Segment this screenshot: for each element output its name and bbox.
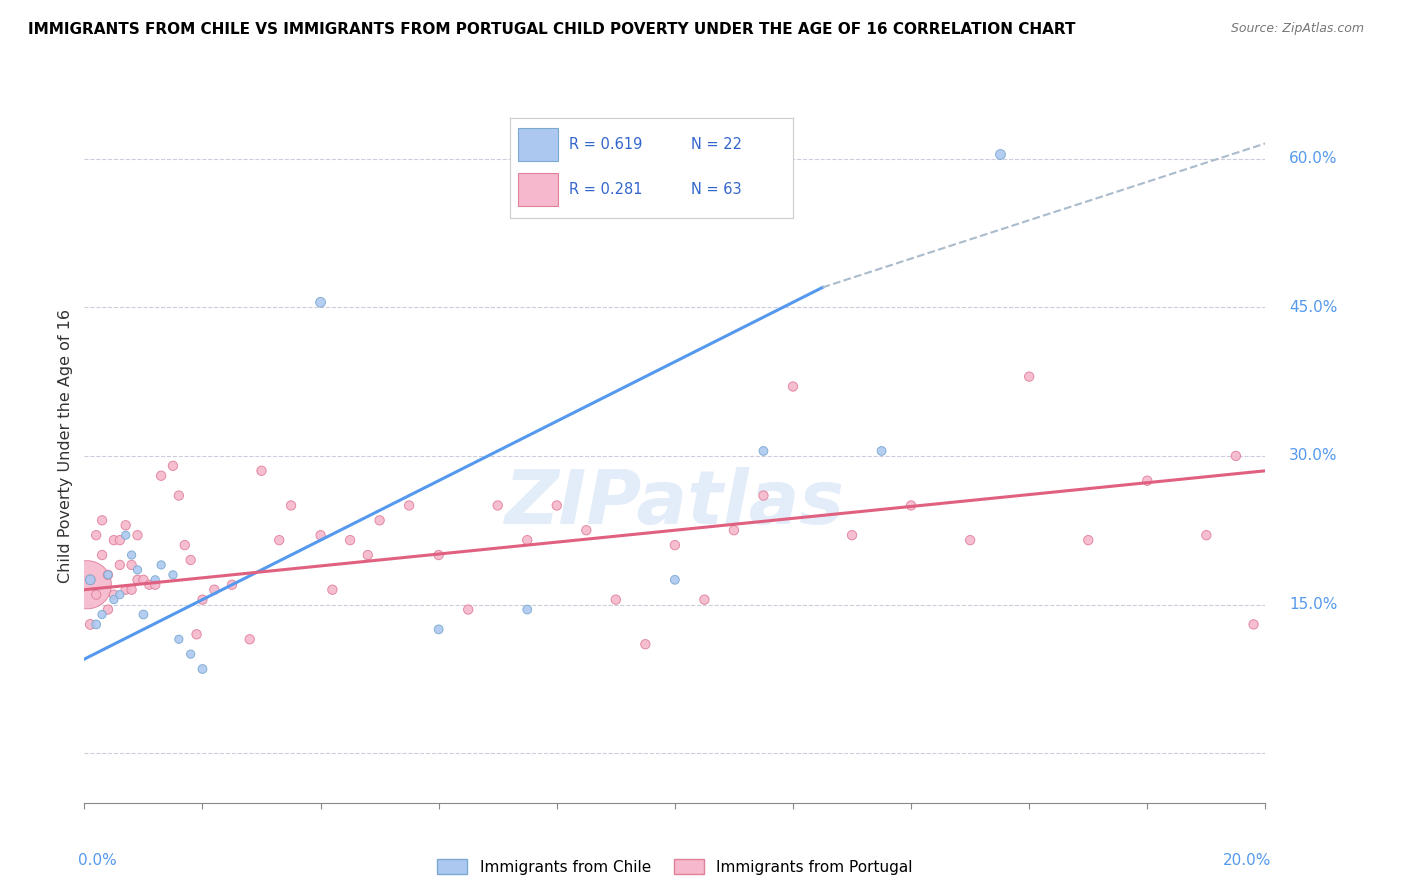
Point bbox=[427, 548, 450, 562]
Point bbox=[114, 582, 136, 597]
Point bbox=[143, 573, 166, 587]
Text: IMMIGRANTS FROM CHILE VS IMMIGRANTS FROM PORTUGAL CHILD POVERTY UNDER THE AGE OF: IMMIGRANTS FROM CHILE VS IMMIGRANTS FROM… bbox=[28, 22, 1076, 37]
Text: 30.0%: 30.0% bbox=[1289, 449, 1337, 464]
Point bbox=[103, 533, 125, 548]
Point bbox=[114, 528, 136, 542]
Point bbox=[150, 558, 173, 572]
Point bbox=[202, 582, 225, 597]
Point bbox=[143, 578, 166, 592]
Point bbox=[357, 548, 380, 562]
Point bbox=[103, 592, 125, 607]
Point bbox=[150, 468, 173, 483]
Point bbox=[79, 573, 101, 587]
Point bbox=[186, 627, 208, 641]
Point bbox=[191, 662, 214, 676]
Point bbox=[162, 567, 184, 582]
Point bbox=[121, 548, 143, 562]
Point bbox=[180, 553, 202, 567]
Point bbox=[91, 548, 114, 562]
Point bbox=[309, 295, 332, 310]
Point bbox=[841, 528, 863, 542]
Point bbox=[427, 623, 450, 637]
Point bbox=[250, 464, 273, 478]
Point bbox=[108, 558, 131, 572]
Point bbox=[664, 573, 686, 587]
Point bbox=[321, 582, 343, 597]
Point bbox=[138, 578, 160, 592]
Point bbox=[605, 592, 627, 607]
Point bbox=[752, 444, 775, 458]
Point bbox=[84, 617, 107, 632]
Point bbox=[368, 513, 391, 527]
Point bbox=[167, 632, 190, 647]
Text: 60.0%: 60.0% bbox=[1289, 151, 1337, 166]
Point bbox=[91, 607, 114, 622]
Point bbox=[79, 573, 101, 587]
Point bbox=[1243, 617, 1265, 632]
Point bbox=[1136, 474, 1159, 488]
Point bbox=[516, 602, 538, 616]
Point bbox=[1225, 449, 1247, 463]
Point bbox=[752, 489, 775, 503]
Point bbox=[457, 602, 479, 616]
Point bbox=[221, 578, 243, 592]
Text: Source: ZipAtlas.com: Source: ZipAtlas.com bbox=[1230, 22, 1364, 36]
Y-axis label: Child Poverty Under the Age of 16: Child Poverty Under the Age of 16 bbox=[58, 309, 73, 583]
Point bbox=[900, 499, 922, 513]
Point bbox=[575, 523, 598, 537]
Point bbox=[516, 533, 538, 548]
Text: 20.0%: 20.0% bbox=[1223, 853, 1271, 868]
Point bbox=[486, 499, 509, 513]
Point bbox=[723, 523, 745, 537]
Point bbox=[959, 533, 981, 548]
Point bbox=[84, 588, 107, 602]
Point bbox=[84, 528, 107, 542]
Point bbox=[127, 573, 149, 587]
Point bbox=[79, 617, 101, 632]
Point bbox=[280, 499, 302, 513]
Point bbox=[180, 647, 202, 661]
Point bbox=[1195, 528, 1218, 542]
Point bbox=[634, 637, 657, 651]
Text: 15.0%: 15.0% bbox=[1289, 597, 1337, 612]
Point bbox=[108, 533, 131, 548]
Point bbox=[309, 528, 332, 542]
Point bbox=[132, 607, 155, 622]
Point bbox=[121, 558, 143, 572]
Point bbox=[167, 489, 190, 503]
Point bbox=[239, 632, 262, 647]
Point bbox=[339, 533, 361, 548]
Point bbox=[162, 458, 184, 473]
Point bbox=[132, 573, 155, 587]
Point bbox=[1018, 369, 1040, 384]
Point bbox=[121, 582, 143, 597]
Point bbox=[127, 528, 149, 542]
Text: 45.0%: 45.0% bbox=[1289, 300, 1337, 315]
Point bbox=[782, 379, 804, 393]
Point bbox=[91, 513, 114, 527]
Point bbox=[546, 499, 568, 513]
Point bbox=[108, 588, 131, 602]
Point bbox=[1077, 533, 1099, 548]
Point bbox=[76, 578, 98, 592]
Text: 0.0%: 0.0% bbox=[79, 853, 117, 868]
Legend: Immigrants from Chile, Immigrants from Portugal: Immigrants from Chile, Immigrants from P… bbox=[430, 853, 920, 880]
Point bbox=[97, 567, 120, 582]
Point bbox=[127, 563, 149, 577]
Point bbox=[398, 499, 420, 513]
Point bbox=[97, 567, 120, 582]
Point bbox=[103, 588, 125, 602]
Point bbox=[173, 538, 195, 552]
Point bbox=[693, 592, 716, 607]
Point bbox=[269, 533, 291, 548]
Text: ZIPatlas: ZIPatlas bbox=[505, 467, 845, 540]
Point bbox=[664, 538, 686, 552]
Point bbox=[97, 602, 120, 616]
Point bbox=[870, 444, 893, 458]
Point bbox=[191, 592, 214, 607]
Point bbox=[988, 146, 1011, 161]
Point bbox=[114, 518, 136, 533]
